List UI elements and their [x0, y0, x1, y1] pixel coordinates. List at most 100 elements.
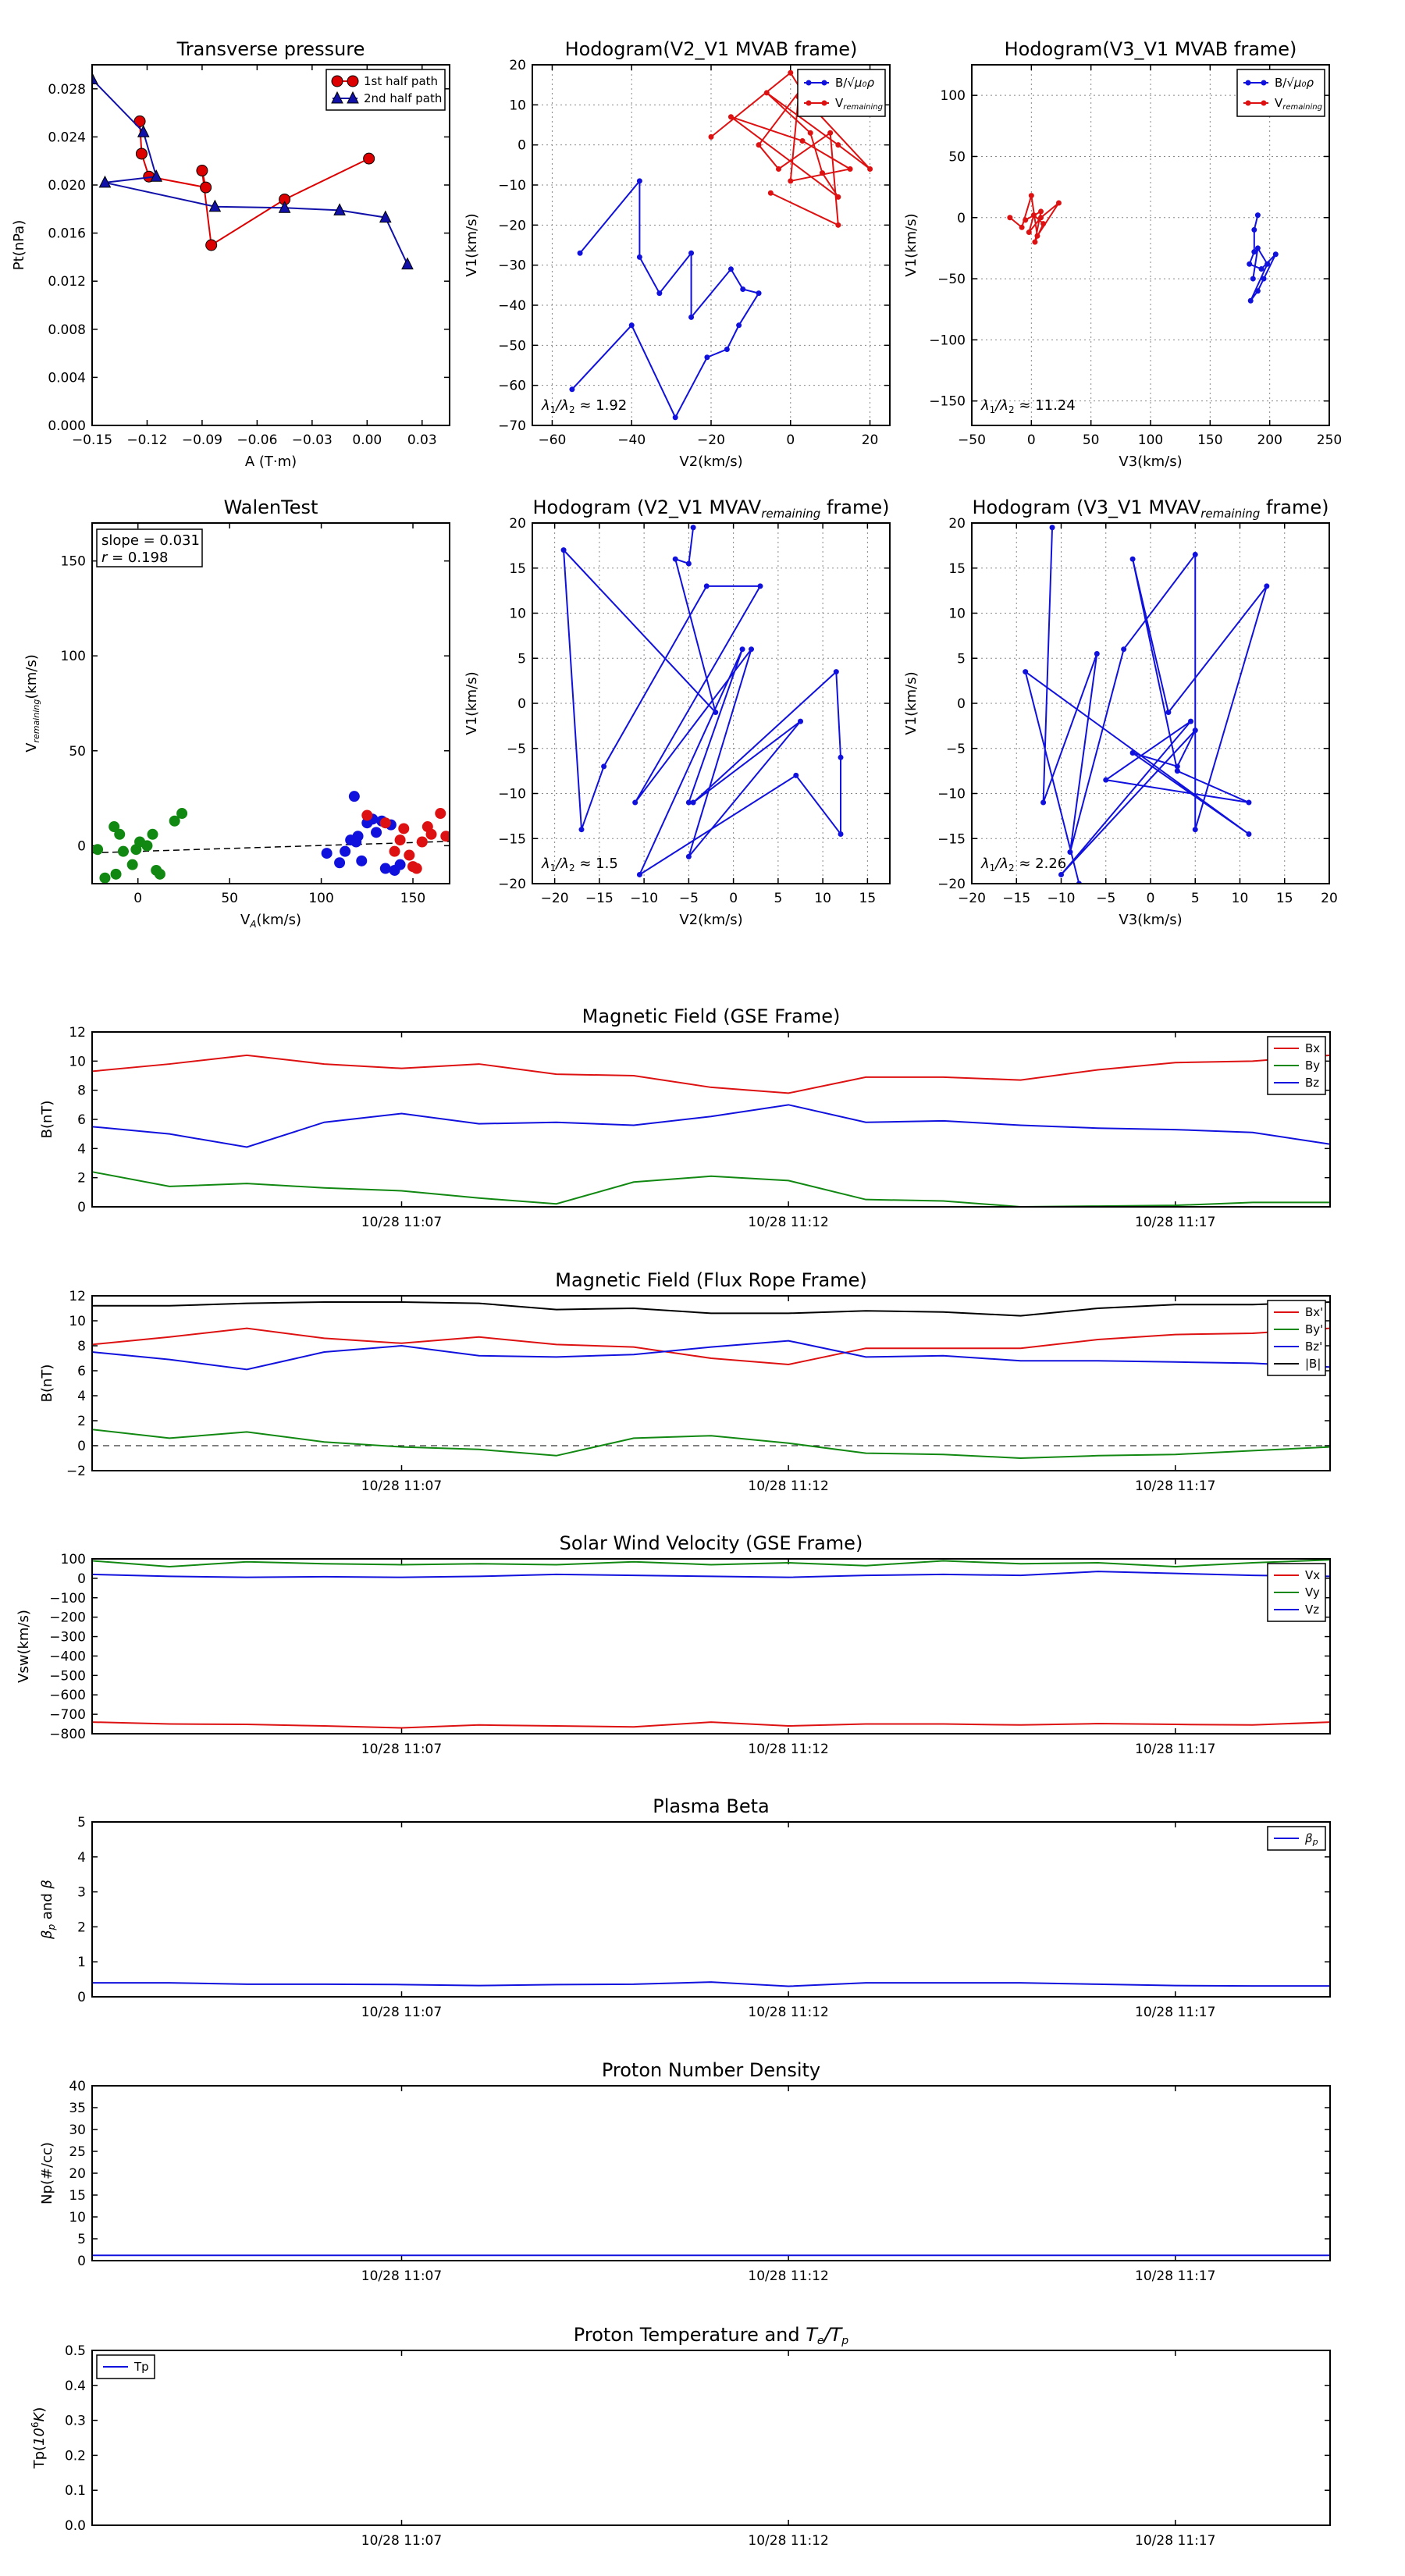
series-line-By': [91, 1429, 1331, 1460]
data-point: [92, 72, 98, 84]
y-tick-label: −50: [937, 272, 966, 287]
data-point: [578, 827, 585, 833]
x-tick-label: −10: [630, 891, 658, 906]
x-tick-label: −20: [958, 891, 986, 906]
y-tick-label: 1: [77, 1955, 86, 1970]
chart-title: Proton Number Density: [602, 2059, 820, 2081]
plot-frame: [91, 522, 450, 884]
data-point: [176, 808, 188, 820]
y-tick-label: 50: [948, 149, 966, 165]
x-axis-label: V2(km/s): [679, 912, 742, 928]
legend-label: Vy: [1305, 1585, 1320, 1599]
fit-line: [92, 841, 450, 854]
data-point: [636, 871, 642, 877]
data-point: [740, 286, 746, 292]
series-line-Bx': [91, 1327, 1331, 1366]
y-tick-label: 0: [518, 696, 526, 712]
data-point: [1103, 777, 1109, 783]
legend-box: [797, 69, 886, 117]
plot-area: [560, 525, 844, 877]
data-point: [379, 863, 391, 874]
legend-label: Bx': [1305, 1305, 1323, 1319]
data-point: [767, 190, 774, 196]
y-tick-label: 10: [69, 2210, 86, 2226]
y-tick-label: 2: [77, 1171, 86, 1187]
y-tick-label: −40: [498, 298, 526, 314]
time-tick-label: 10/28 11:17: [1135, 1742, 1215, 1757]
data-point: [1174, 763, 1180, 770]
y-tick-label: −700: [49, 1707, 86, 1723]
y-axis-label: Np(#/cc): [39, 2142, 55, 2204]
y-axis-label: Vsw(km/s): [16, 1610, 32, 1683]
chart-solar-wind-velocity: −800 −700 −600 −500 −400 −300 −200 −100 0 100 10/2…: [16, 1532, 1331, 1757]
data-point: [708, 133, 714, 140]
y-axis-label: B(nT): [39, 1364, 55, 1403]
data-point: [703, 583, 710, 589]
data-point: [799, 138, 806, 144]
data-point: [727, 114, 734, 120]
y-tick-label: −600: [49, 1688, 86, 1703]
x-tick-label: 0.00: [352, 432, 382, 448]
time-tick-label: 10/28 11:07: [361, 1215, 442, 1230]
legend-marker: [806, 80, 812, 86]
series-line-Bx: [91, 1054, 1331, 1094]
data-point: [636, 254, 642, 260]
y-tick-label: −20: [498, 218, 526, 233]
y-tick-label: −10: [498, 787, 526, 802]
y-tick-label: −10: [937, 787, 966, 802]
y-tick-label: 20: [509, 58, 526, 73]
data-point: [1251, 226, 1257, 233]
plot-area: [1023, 525, 1270, 884]
data-point: [601, 763, 607, 770]
x-tick-label: −0.15: [72, 432, 112, 448]
data-point: [1250, 276, 1256, 282]
data-point: [1246, 831, 1252, 837]
y-tick-label: −50: [498, 338, 526, 354]
y-tick-label: 150: [61, 554, 86, 570]
data-point: [1038, 208, 1044, 215]
y-tick-label: 0: [957, 696, 966, 712]
data-point: [416, 836, 428, 848]
data-point: [788, 178, 794, 184]
data-point: [1247, 261, 1253, 267]
data-point: [98, 175, 112, 188]
x-tick-label: 10: [814, 891, 831, 906]
data-point: [1254, 288, 1261, 294]
plot-area: [92, 72, 414, 270]
x-tick-label: −0.06: [237, 432, 277, 448]
legend-label: 2nd half path: [364, 91, 442, 105]
time-tick-label: 10/28 11:12: [748, 2005, 828, 2020]
time-tick-label: 10/28 11:12: [748, 1478, 828, 1494]
time-tick-label: 10/28 11:17: [1135, 1478, 1215, 1494]
data-point: [389, 845, 400, 857]
series-line-Bz: [91, 1104, 1331, 1148]
y-tick-label: 5: [957, 651, 966, 667]
y-tick-label: −300: [49, 1630, 86, 1646]
x-tick-label: 100: [308, 891, 333, 906]
data-point: [200, 181, 212, 194]
y-tick-label: 2: [77, 1414, 86, 1429]
stats-box: [96, 528, 203, 568]
time-tick-label: 10/28 11:07: [361, 2005, 442, 2020]
data-point: [126, 859, 138, 870]
legend-marker: [1261, 100, 1267, 106]
data-point: [833, 669, 839, 675]
y-tick-label: 6: [77, 1364, 86, 1379]
x-tick-label: 50: [221, 891, 238, 906]
data-point: [736, 322, 742, 329]
chart-title: Proton Temperature and Te/Tp: [574, 2324, 849, 2347]
data-point: [334, 857, 346, 869]
data-point: [1007, 215, 1013, 221]
y-tick-label: −500: [49, 1668, 86, 1684]
data-point: [435, 808, 446, 820]
data-point: [1192, 551, 1198, 557]
plot-frame: [91, 1295, 1331, 1471]
plot-frame: [91, 2085, 1331, 2261]
data-point: [352, 831, 364, 842]
legend-marker: [331, 91, 343, 104]
data-point: [672, 415, 678, 421]
chart-hodogram-v2v1-mvab: −60 −40 −20 0 20 −70 −60 −50 −40 −30 −20 −10 0 10 20 Ho…: [464, 38, 891, 470]
y-tick-label: −5: [946, 742, 966, 757]
data-point: [333, 203, 346, 215]
data-point: [348, 791, 360, 802]
